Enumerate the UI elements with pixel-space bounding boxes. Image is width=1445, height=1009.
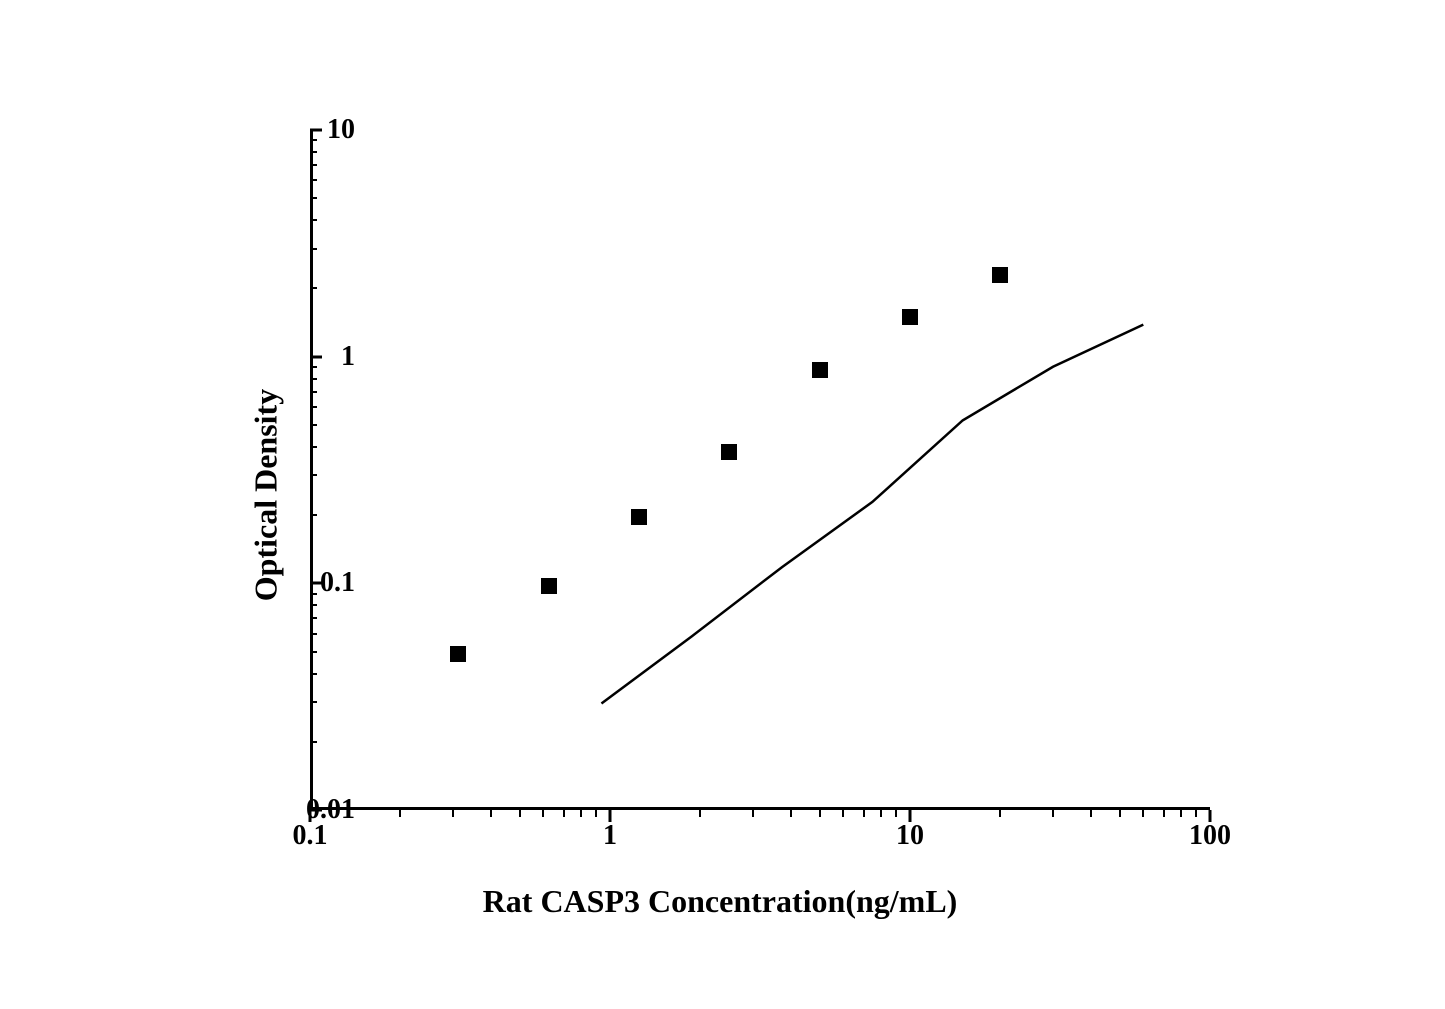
x-tick-minor <box>842 810 844 817</box>
x-tick-minor <box>790 810 792 817</box>
x-tick-minor <box>452 810 454 817</box>
data-marker <box>541 578 557 594</box>
y-tick-major <box>310 129 322 132</box>
y-tick-minor <box>310 219 317 221</box>
x-tick-minor <box>819 810 821 817</box>
x-tick-label: 100 <box>1189 820 1231 852</box>
y-tick-minor <box>310 446 317 448</box>
y-tick-minor <box>310 366 317 368</box>
y-tick-minor <box>310 179 317 181</box>
plot-area <box>310 130 1210 810</box>
y-axis-label: Optical Density <box>248 389 285 601</box>
y-tick-minor <box>310 673 317 675</box>
y-tick-minor <box>310 424 317 426</box>
y-tick-minor <box>310 164 317 166</box>
y-tick-minor <box>310 474 317 476</box>
x-tick-minor <box>542 810 544 817</box>
data-marker <box>812 362 828 378</box>
y-tick-minor <box>310 391 317 393</box>
x-tick-minor <box>519 810 521 817</box>
chart-container: Optical Density Rat CASP3 Concentration(… <box>170 80 1270 910</box>
y-tick-minor <box>310 406 317 408</box>
y-tick-minor <box>310 287 317 289</box>
y-tick-minor <box>310 633 317 635</box>
x-tick-minor <box>1090 810 1092 817</box>
x-tick-label: 10 <box>896 820 924 852</box>
x-tick-minor <box>580 810 582 817</box>
y-tick-minor <box>310 151 317 153</box>
x-tick-minor <box>752 810 754 817</box>
data-marker <box>631 509 647 525</box>
y-tick-minor <box>310 514 317 516</box>
x-tick-minor <box>1119 810 1121 817</box>
x-tick-minor <box>1180 810 1182 817</box>
x-tick-label: 0.1 <box>293 820 328 852</box>
y-tick-minor <box>310 197 317 199</box>
x-tick-minor <box>595 810 597 817</box>
y-tick-minor <box>310 593 317 595</box>
x-axis-label: Rat CASP3 Concentration(ng/mL) <box>483 883 958 920</box>
y-tick-minor <box>310 248 317 250</box>
x-tick-minor <box>1195 810 1197 817</box>
y-tick-minor <box>310 139 317 141</box>
y-tick-minor <box>310 604 317 606</box>
y-tick-label: 1 <box>341 341 355 373</box>
x-tick-minor <box>895 810 897 817</box>
y-tick-minor <box>310 701 317 703</box>
data-line <box>453 180 1353 860</box>
x-tick-minor <box>563 810 565 817</box>
x-tick-minor <box>699 810 701 817</box>
x-tick-minor <box>399 810 401 817</box>
x-tick-minor <box>880 810 882 817</box>
x-tick-minor <box>863 810 865 817</box>
y-tick-minor <box>310 617 317 619</box>
x-tick-minor <box>1142 810 1144 817</box>
y-tick-minor <box>310 378 317 380</box>
y-tick-label: 10 <box>327 114 355 146</box>
data-marker <box>721 444 737 460</box>
y-tick-minor <box>310 741 317 743</box>
y-tick-major <box>310 355 322 358</box>
data-marker <box>902 309 918 325</box>
y-tick-minor <box>310 651 317 653</box>
x-tick-minor <box>1052 810 1054 817</box>
x-tick-minor <box>490 810 492 817</box>
x-tick-label: 1 <box>603 820 617 852</box>
y-tick-label: 0.1 <box>320 567 355 599</box>
x-tick-minor <box>999 810 1001 817</box>
data-marker <box>992 267 1008 283</box>
x-tick-minor <box>1163 810 1165 817</box>
data-marker <box>450 646 466 662</box>
